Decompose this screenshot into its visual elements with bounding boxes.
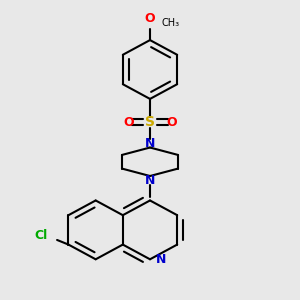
Text: O: O <box>144 12 155 25</box>
Text: N: N <box>145 174 155 187</box>
Text: N: N <box>145 137 155 150</box>
Text: O: O <box>123 116 134 129</box>
Text: O: O <box>166 116 177 129</box>
Text: S: S <box>145 115 155 129</box>
Text: CH₃: CH₃ <box>162 18 180 28</box>
Text: N: N <box>156 253 166 266</box>
Text: Cl: Cl <box>34 229 48 242</box>
